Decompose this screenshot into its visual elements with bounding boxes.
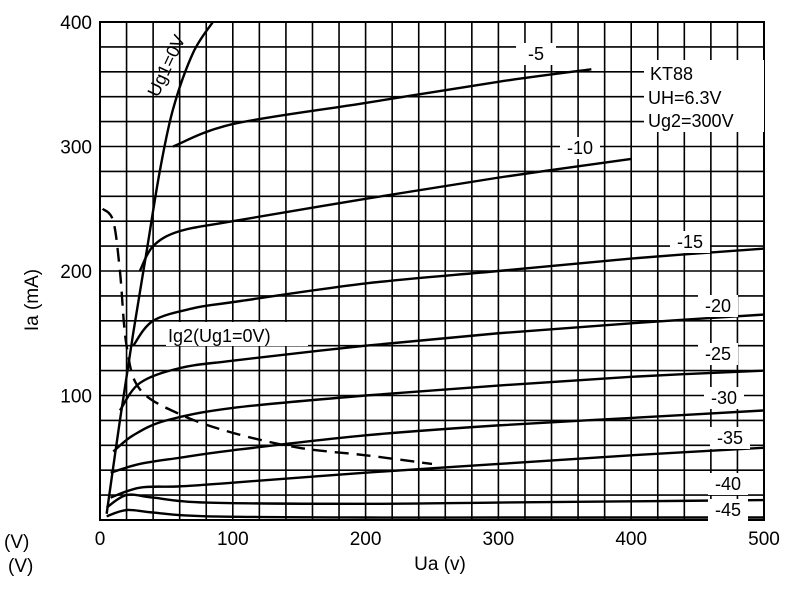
curve-label-bg [704, 387, 744, 409]
heater-voltage-label: UH=6.3V [648, 88, 722, 108]
curve-label-screen-current: Ig2(Ug1=0V) [168, 326, 271, 346]
y-axis-label: Ia (mA) [22, 269, 43, 331]
tick-labels: 0 100 200 300 400 500 100 200 300 400 [60, 13, 780, 550]
screen-voltage-label: Ug2=300V [648, 111, 734, 131]
screen-current-label-bg [166, 322, 308, 346]
series-curve [101, 207, 433, 466]
y-tick-label: 300 [60, 138, 92, 159]
curve-label-bg [710, 427, 750, 449]
x-tick-label: 0 [95, 529, 106, 550]
curves [101, 21, 765, 519]
curve-label-bg [560, 137, 600, 159]
y-tick-label: 400 [60, 13, 92, 34]
info-box-bg [644, 60, 764, 132]
curve-label-ug1-0v: Ug1=0V [143, 32, 189, 100]
y-tick-label: 200 [60, 262, 92, 283]
curve-label: -40 [715, 474, 741, 494]
tube-type-label: KT88 [650, 64, 693, 84]
y-tick-label: 100 [60, 387, 92, 408]
x-tick-label: 400 [615, 529, 647, 550]
x-tick-label: 500 [748, 529, 780, 550]
x-axis-label: Ua (v) [414, 554, 466, 575]
curve-label-bg [516, 43, 556, 65]
curve-label: -45 [715, 500, 741, 520]
series-curve [106, 508, 764, 519]
plot-frame [99, 21, 765, 521]
series-curve [112, 369, 765, 453]
series-curve [110, 409, 765, 474]
x-tick-label: 300 [483, 529, 515, 550]
curve-label: -35 [717, 428, 743, 448]
series-curve [132, 247, 765, 347]
curve-label-bg [708, 499, 748, 521]
series-curve [105, 493, 765, 509]
curve-label-bg [670, 231, 710, 253]
curve-label: -20 [705, 296, 731, 316]
series-curve [110, 446, 765, 499]
left-units-label-2: (V) [8, 556, 33, 577]
curve-label: -10 [567, 138, 593, 158]
x-tick-label: 200 [350, 529, 382, 550]
curve-label: -25 [705, 344, 731, 364]
curve-label: -5 [528, 44, 544, 64]
series-curve [138, 157, 632, 272]
curve-label-bg [708, 473, 748, 495]
series-curve [172, 68, 592, 148]
series-curve [118, 313, 765, 412]
curve-label: -15 [677, 232, 703, 252]
curve-label-bg [698, 343, 738, 365]
curve-label: -30 [711, 388, 737, 408]
series-curve [105, 21, 214, 514]
left-units-label-1: (V) [4, 532, 29, 553]
curve-label-bg [698, 295, 738, 317]
x-tick-label: 100 [217, 529, 249, 550]
